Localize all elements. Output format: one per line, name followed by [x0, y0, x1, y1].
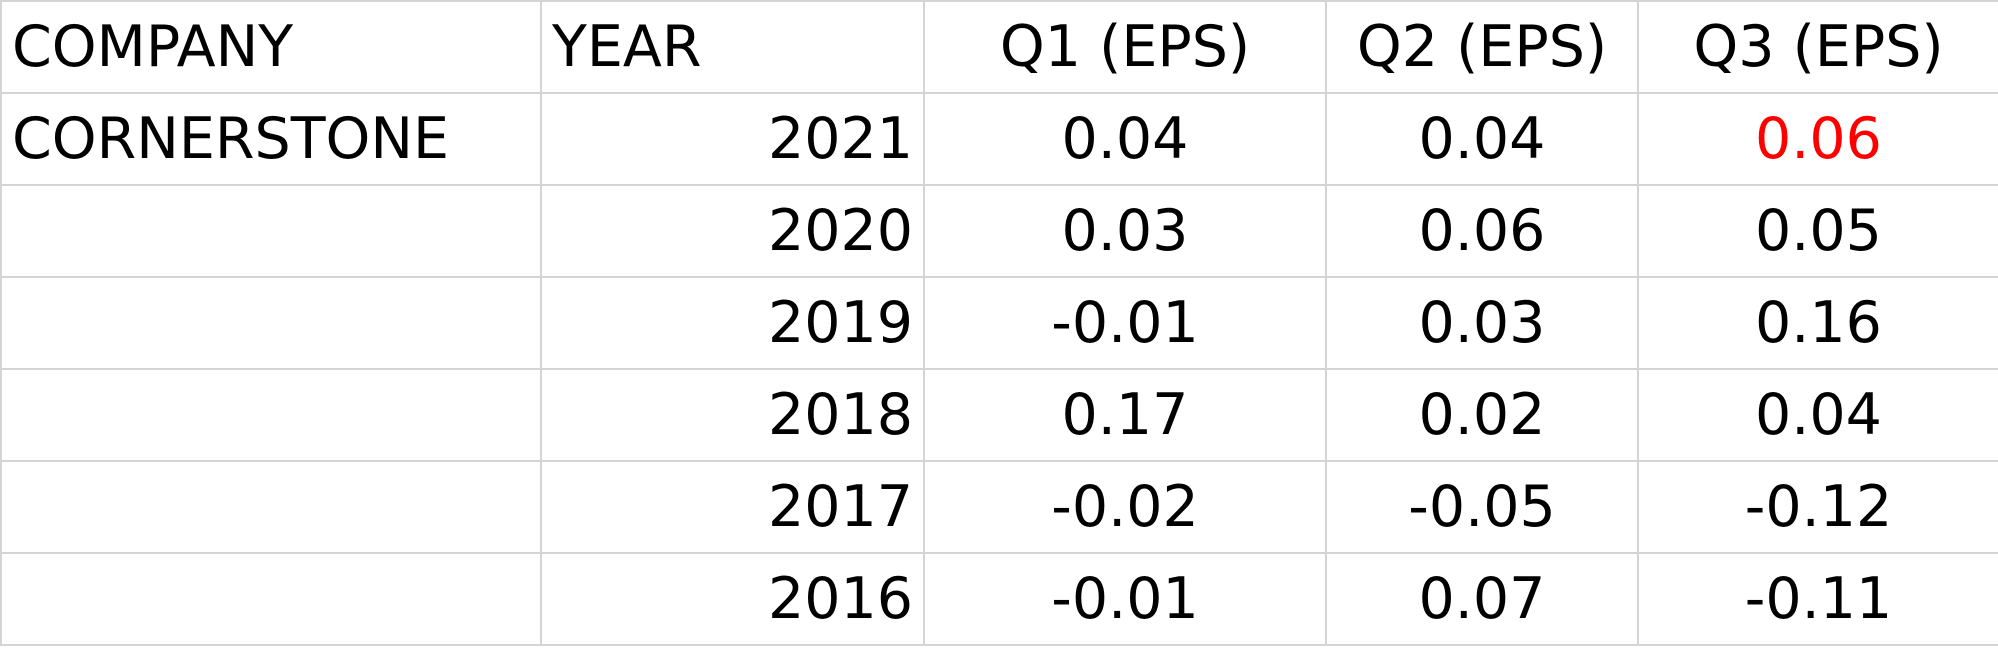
q3-cell[interactable]: -0.11 — [1637, 552, 1998, 646]
q1-cell[interactable]: -0.01 — [923, 276, 1327, 370]
year-cell[interactable]: 2018 — [540, 368, 925, 462]
header-q3[interactable]: Q3 (EPS) — [1637, 0, 1998, 94]
company-cell[interactable] — [0, 276, 542, 370]
q3-cell-highlighted[interactable]: 0.06 — [1637, 92, 1998, 186]
q1-cell[interactable]: 0.04 — [923, 92, 1327, 186]
header-year[interactable]: YEAR — [540, 0, 925, 94]
header-q1[interactable]: Q1 (EPS) — [923, 0, 1327, 94]
q3-cell[interactable]: -0.12 — [1637, 460, 1998, 554]
company-cell[interactable]: CORNERSTONE — [0, 92, 542, 186]
q2-cell[interactable]: 0.07 — [1325, 552, 1639, 646]
company-cell[interactable] — [0, 184, 542, 278]
company-cell[interactable] — [0, 460, 542, 554]
header-company[interactable]: COMPANY — [0, 0, 542, 94]
company-cell[interactable] — [0, 552, 542, 646]
year-cell[interactable]: 2019 — [540, 276, 925, 370]
header-q2[interactable]: Q2 (EPS) — [1325, 0, 1639, 94]
year-cell[interactable]: 2016 — [540, 552, 925, 646]
q1-cell[interactable]: -0.02 — [923, 460, 1327, 554]
company-cell[interactable] — [0, 368, 542, 462]
q1-cell[interactable]: -0.01 — [923, 552, 1327, 646]
q3-cell[interactable]: 0.05 — [1637, 184, 1998, 278]
header-row: COMPANY YEAR Q1 (EPS) Q2 (EPS) Q3 (EPS) — [0, 0, 1998, 94]
q2-cell[interactable]: 0.03 — [1325, 276, 1639, 370]
table-row: 2016 -0.01 0.07 -0.11 — [0, 552, 1998, 646]
year-cell[interactable]: 2020 — [540, 184, 925, 278]
table-row: 2018 0.17 0.02 0.04 — [0, 368, 1998, 462]
table-row: 2020 0.03 0.06 0.05 — [0, 184, 1998, 278]
q1-cell[interactable]: 0.03 — [923, 184, 1327, 278]
table-row: 2017 -0.02 -0.05 -0.12 — [0, 460, 1998, 554]
q3-cell[interactable]: 0.16 — [1637, 276, 1998, 370]
q2-cell[interactable]: 0.04 — [1325, 92, 1639, 186]
q3-cell[interactable]: 0.04 — [1637, 368, 1998, 462]
q2-cell[interactable]: -0.05 — [1325, 460, 1639, 554]
year-cell[interactable]: 2017 — [540, 460, 925, 554]
q1-cell[interactable]: 0.17 — [923, 368, 1327, 462]
q2-cell[interactable]: 0.02 — [1325, 368, 1639, 462]
q2-cell[interactable]: 0.06 — [1325, 184, 1639, 278]
table-row: 2019 -0.01 0.03 0.16 — [0, 276, 1998, 370]
year-cell[interactable]: 2021 — [540, 92, 925, 186]
table-row: CORNERSTONE 2021 0.04 0.04 0.06 — [0, 92, 1998, 186]
